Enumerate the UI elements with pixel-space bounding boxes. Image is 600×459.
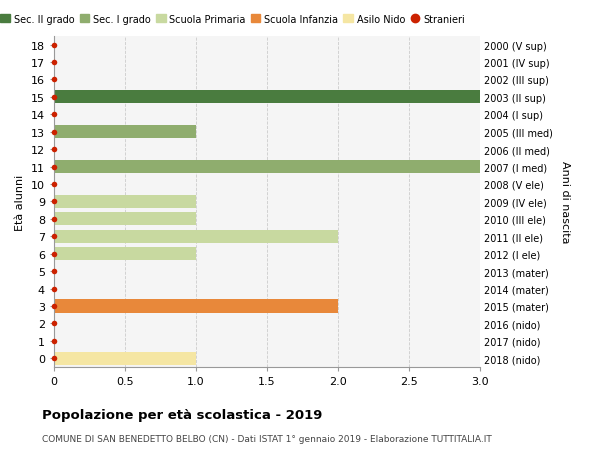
Bar: [54, 126, 196, 139]
Bar: [54, 213, 196, 226]
Bar: [54, 161, 480, 174]
Y-axis label: Anni di nascita: Anni di nascita: [560, 161, 570, 243]
Bar: [54, 91, 480, 104]
Y-axis label: Età alunni: Età alunni: [15, 174, 25, 230]
Text: COMUNE DI SAN BENEDETTO BELBO (CN) - Dati ISTAT 1° gennaio 2019 - Elaborazione T: COMUNE DI SAN BENEDETTO BELBO (CN) - Dat…: [42, 434, 492, 443]
Text: Popolazione per età scolastica - 2019: Popolazione per età scolastica - 2019: [42, 409, 322, 421]
Bar: [54, 230, 338, 243]
Legend: Sec. II grado, Sec. I grado, Scuola Primaria, Scuola Infanzia, Asilo Nido, Stran: Sec. II grado, Sec. I grado, Scuola Prim…: [0, 11, 469, 28]
Bar: [54, 300, 338, 313]
Bar: [54, 196, 196, 208]
Bar: [54, 352, 196, 365]
Bar: [54, 247, 196, 261]
